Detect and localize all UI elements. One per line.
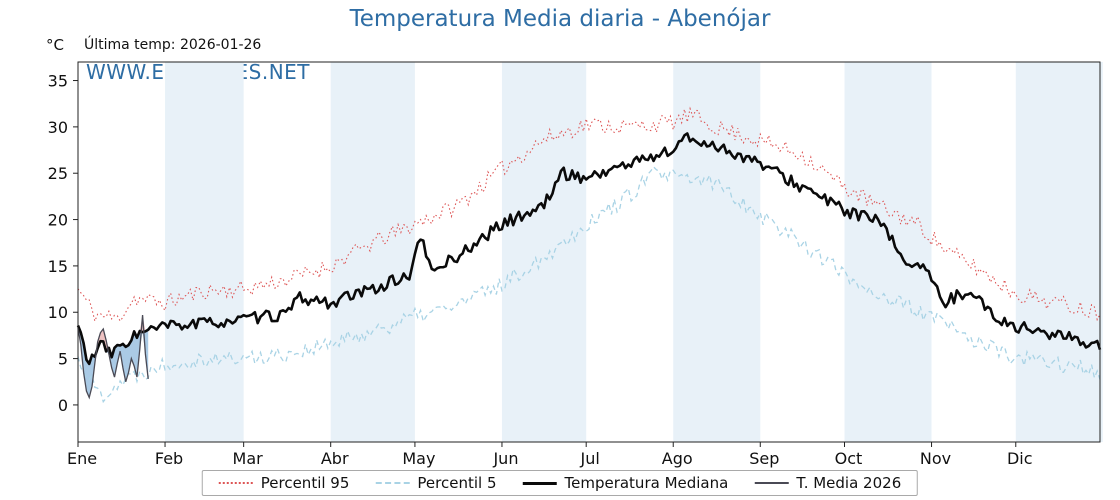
- month-band-Oct: [844, 62, 932, 442]
- x-tick-label: May: [402, 449, 435, 468]
- plot-frame: [77, 61, 1101, 443]
- month-bands: [165, 62, 1103, 442]
- line-percentil-5: [77, 165, 1101, 404]
- x-tick-label: Oct: [835, 449, 863, 468]
- y-tick-label: 20: [48, 211, 68, 230]
- legend-line-sample-median: [522, 481, 557, 485]
- legend-line-sample-p95: [218, 482, 253, 484]
- y-tick-label: 30: [48, 118, 68, 137]
- legend: Percentil 95 Percentil 5 Temperatura Media…: [201, 470, 919, 496]
- legend-item-p95: Percentil 95: [218, 474, 350, 492]
- month-band-Ago: [673, 62, 761, 442]
- x-tick-label: Nov: [920, 449, 951, 468]
- legend-item-t2026: T. Media 2026: [754, 474, 901, 492]
- x-tick-label: Abr: [321, 449, 349, 468]
- line-percentil-95: [77, 106, 1101, 323]
- month-band-Feb: [165, 62, 244, 442]
- axis-labels: 0 5 10 15 20 25 30 35 Ene Feb Mar Abr May Jun Jul Ago Se…: [48, 72, 1033, 468]
- x-tick-label: Sep: [749, 449, 779, 468]
- axes: [73, 61, 1101, 447]
- legend-label: T. Media 2026: [796, 474, 902, 492]
- legend-label: Percentil 95: [260, 474, 350, 492]
- series-lines: [76, 106, 1102, 404]
- legend-label: Percentil 5: [417, 474, 497, 492]
- month-band-Abr: [330, 62, 415, 442]
- x-tick-label: Jul: [580, 449, 600, 468]
- x-tick-label: Dic: [1007, 449, 1033, 468]
- legend-item-median: Temperatura Mediana: [522, 474, 728, 492]
- x-tick-label: Jun: [492, 449, 518, 468]
- line-temperatura-mediana: [76, 132, 1102, 366]
- y-tick-label: 10: [48, 303, 68, 322]
- x-tick-label: Ago: [662, 449, 693, 468]
- month-band-Dic: [1015, 62, 1103, 442]
- legend-label: Temperatura Mediana: [564, 474, 729, 492]
- month-band-Jun: [501, 62, 587, 442]
- y-tick-label: 25: [48, 164, 68, 183]
- legend-line-sample-t2026: [754, 482, 789, 484]
- plot-area: 0 5 10 15 20 25 30 35 Ene Feb Mar Abr May Jun Jul Ago Se…: [48, 61, 1103, 468]
- unit-label: °C: [46, 36, 64, 54]
- x-tick-label: Ene: [67, 449, 97, 468]
- x-tick-label: Mar: [233, 449, 264, 468]
- y-tick-label: 15: [48, 257, 68, 276]
- legend-line-sample-p5: [375, 482, 410, 484]
- last-temp-label: Última temp: 2026-01-26: [84, 37, 262, 53]
- line-t-media-2026: [77, 314, 149, 400]
- y-tick-label: 35: [48, 72, 68, 91]
- y-tick-label: 5: [58, 350, 68, 369]
- legend-item-p5: Percentil 5: [375, 474, 496, 492]
- x-tick-label: Feb: [155, 449, 183, 468]
- chart-title: Temperatura Media diaria - Abenójar: [349, 6, 771, 32]
- y-tick-label: 0: [58, 396, 68, 415]
